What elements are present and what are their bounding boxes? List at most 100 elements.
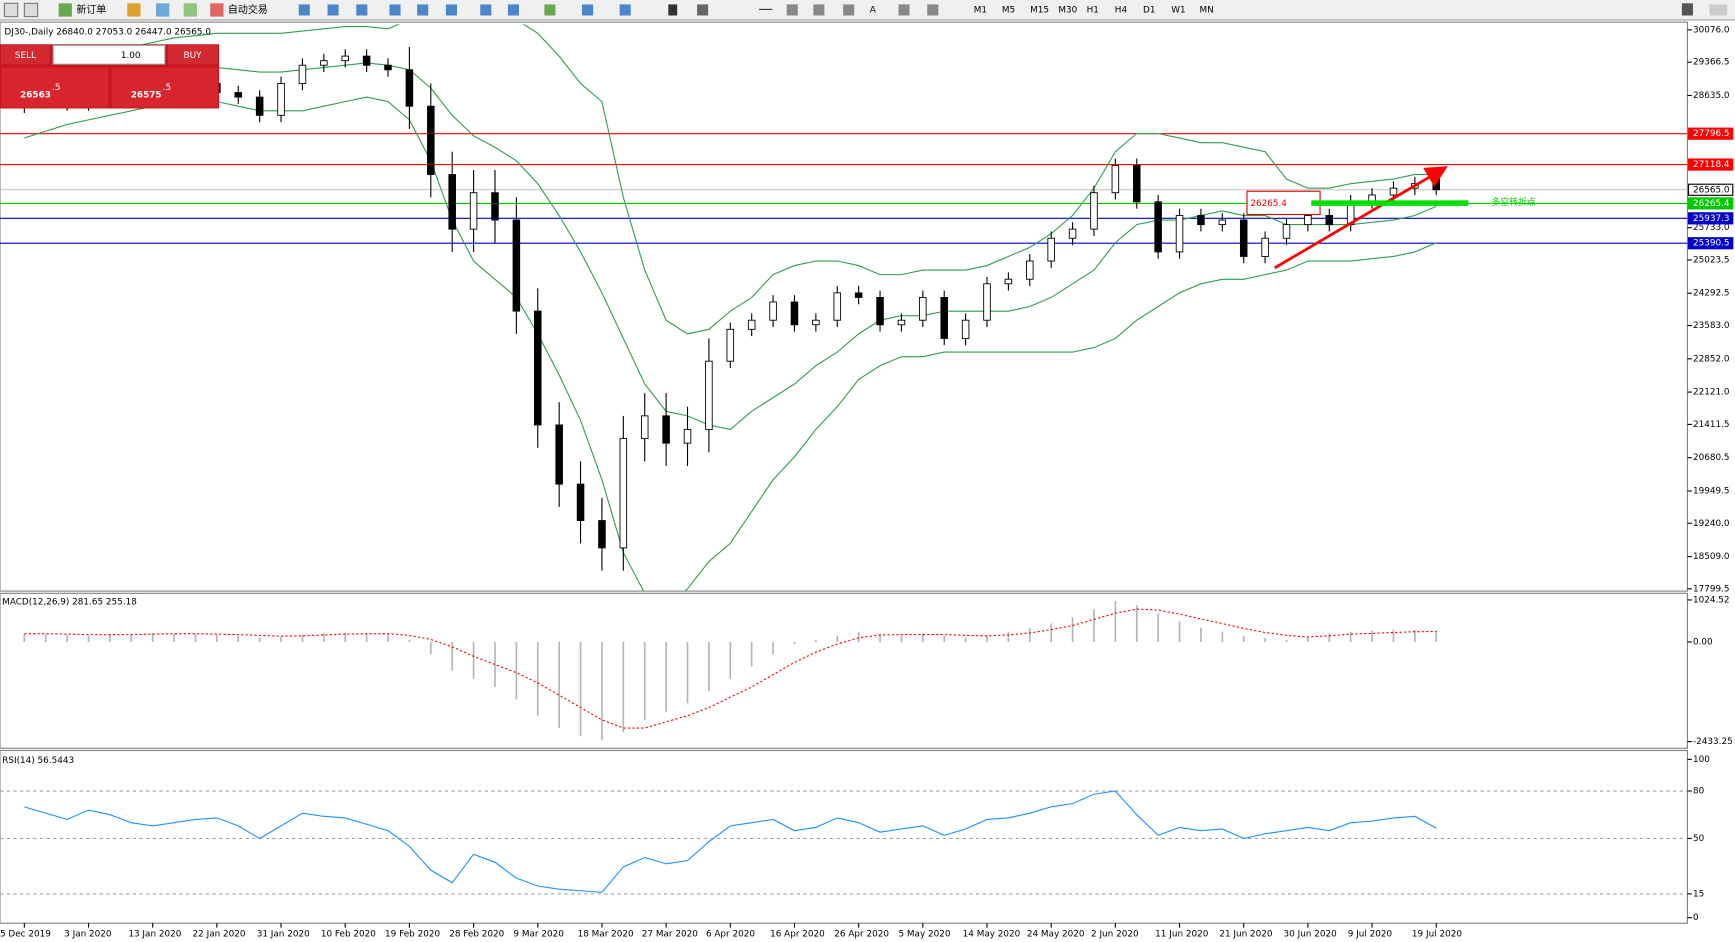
y-tick-label: 17799.5 [1693, 584, 1730, 594]
candle-body [1132, 164, 1141, 203]
new-order-button[interactable]: 新订单 [76, 3, 106, 16]
candle-body [1218, 219, 1227, 226]
sell-price-box[interactable] [1, 67, 109, 108]
sell-button[interactable] [1, 45, 50, 65]
icon[interactable] [619, 4, 631, 16]
rsi-line [24, 790, 1437, 893]
timeframe-button[interactable]: H4 [1115, 5, 1128, 15]
icon[interactable] [480, 4, 492, 16]
main-chart-area [0, 21, 1688, 592]
candle-body [747, 319, 756, 330]
icon[interactable] [927, 4, 939, 16]
icon[interactable] [759, 8, 773, 10]
icon[interactable] [813, 4, 825, 16]
x-tick-label: 13 Jan 2020 [128, 930, 181, 940]
x-tick-label: 2 Jun 2020 [1091, 930, 1139, 940]
candle-body [576, 483, 585, 522]
x-tick-label: 16 Apr 2020 [770, 930, 825, 940]
icon[interactable] [544, 4, 556, 16]
icon[interactable] [156, 3, 170, 17]
candle-body [598, 520, 606, 549]
candle-body [1325, 215, 1334, 226]
indicators: 30076.0 29366.5 28635.0 25733.0 25023.5 24292… [0, 25, 1734, 940]
timeframe-button[interactable]: M15 [1030, 5, 1049, 15]
x-tick-label: 5 May 2020 [898, 930, 950, 940]
new-order-icon[interactable] [58, 3, 72, 17]
timeframe-button[interactable]: M30 [1058, 5, 1077, 15]
icon[interactable] [697, 4, 709, 16]
candle-body [1068, 228, 1077, 239]
auto-trade-icon[interactable] [210, 3, 224, 17]
y-tick-label: 80 [1693, 787, 1705, 797]
buy-price[interactable]: 26575 [131, 91, 162, 101]
candle-body [1239, 219, 1248, 257]
icon[interactable] [898, 4, 910, 16]
sell-price[interactable]: 26563 [20, 91, 51, 101]
buy-price-fraction[interactable]: .5 [163, 83, 171, 93]
icon[interactable] [3, 2, 19, 18]
candle-body [961, 319, 970, 339]
icon[interactable] [389, 4, 401, 16]
icon[interactable] [1709, 4, 1728, 16]
candle-body [427, 105, 435, 175]
price-level-tag [1687, 183, 1734, 196]
volume-input[interactable] [52, 44, 166, 65]
timeframe-button[interactable]: MN [1199, 5, 1213, 15]
buy-button[interactable] [168, 45, 218, 65]
candle-body [940, 297, 948, 339]
volume-value[interactable]: 1.00 [121, 51, 141, 61]
search-icon[interactable] [1681, 3, 1693, 16]
price-level-label: 26265.4 [1693, 199, 1730, 209]
x-tick-label: 5 Dec 2019 [0, 930, 51, 940]
candle-body [1175, 215, 1184, 253]
x-tick-label: 30 Jun 2020 [1284, 930, 1338, 940]
icon[interactable] [445, 4, 457, 16]
icon[interactable] [356, 4, 368, 16]
timeframe-button[interactable]: M5 [1002, 5, 1015, 15]
icon[interactable] [843, 4, 855, 16]
y-tick-label: 21411.5 [1693, 420, 1730, 430]
timeframe-button[interactable]: H1 [1087, 5, 1099, 15]
candle-body [234, 92, 243, 98]
icon[interactable] [23, 2, 39, 18]
annotation-price: 26265.4 [1250, 199, 1287, 209]
price-level-label: 25390.5 [1693, 239, 1730, 249]
toolbar-icons [298, 3, 1728, 16]
icon[interactable] [417, 4, 429, 16]
candle-body [469, 192, 478, 230]
icon[interactable] [668, 4, 678, 16]
price-level-label: 27796.5 [1693, 129, 1730, 139]
icon[interactable] [786, 4, 798, 16]
buy-price-box[interactable] [111, 67, 218, 108]
auto-trade-button[interactable]: 自动交易 [228, 3, 268, 16]
icon[interactable] [298, 4, 310, 16]
candle-body [769, 301, 777, 321]
icon[interactable] [327, 4, 339, 16]
text-tool[interactable]: A [870, 5, 876, 15]
timeframe-button[interactable]: D1 [1143, 5, 1155, 15]
candle-body [491, 192, 499, 221]
candle-body [277, 82, 285, 116]
candle-body [1261, 237, 1269, 257]
x-tick-label: 21 Jun 2020 [1219, 930, 1273, 940]
candle-body [1026, 260, 1034, 280]
macd-title: MACD(12,26,9) 281.65 255.18 [2, 598, 137, 608]
buy-label[interactable]: BUY [184, 51, 203, 61]
toolbar [0, 0, 1735, 20]
sell-price-fraction[interactable]: .5 [52, 83, 60, 93]
x-tick-label: 9 Mar 2020 [513, 930, 564, 940]
annotation-pivot: 多空转折点 [1492, 196, 1536, 208]
x-tick-label: 10 Feb 2020 [321, 930, 376, 940]
sell-label[interactable]: SELL [15, 51, 36, 61]
candle-body [512, 219, 521, 312]
candle-body [1432, 176, 1441, 191]
timeframe-button[interactable]: M1 [974, 5, 987, 15]
x-tick-label: 11 Jun 2020 [1155, 930, 1209, 940]
icon[interactable] [507, 4, 519, 16]
x-tick-label: 19 Feb 2020 [385, 930, 440, 940]
macd-signal [24, 608, 1437, 729]
icon[interactable] [127, 3, 141, 17]
icon[interactable] [183, 3, 197, 17]
timeframe-button[interactable]: W1 [1171, 5, 1185, 15]
icon[interactable] [582, 4, 594, 16]
